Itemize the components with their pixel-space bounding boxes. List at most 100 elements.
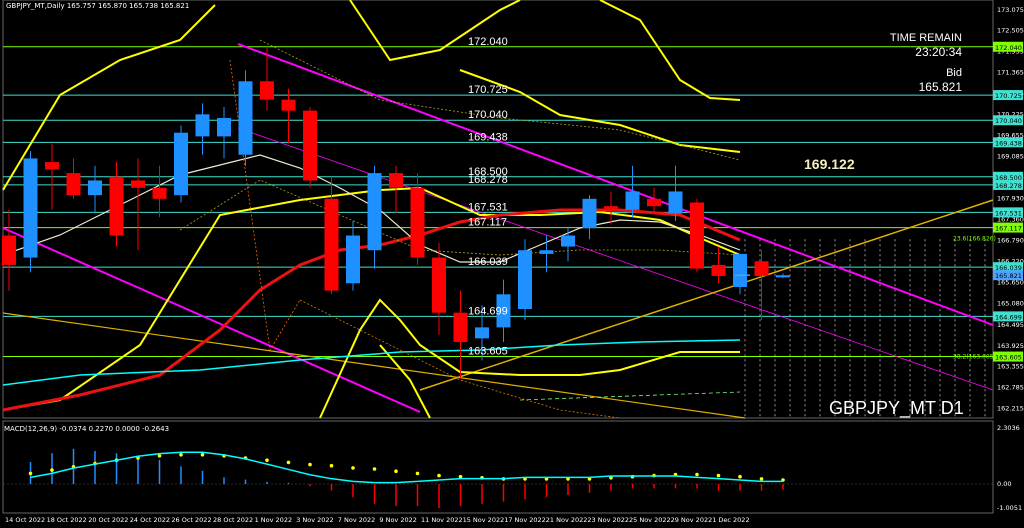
candle-body bbox=[561, 235, 575, 247]
macd-signal-dot bbox=[738, 474, 742, 479]
price-tag-label: 172.040 bbox=[995, 44, 1022, 52]
price-tag-label: 164.699 bbox=[995, 313, 1022, 321]
price-tick-label: 167.360 bbox=[997, 216, 1024, 224]
macd-signal-dot bbox=[609, 476, 613, 480]
price-tick-label: 173.075 bbox=[997, 6, 1024, 14]
time-remain-label: TIME REMAIN bbox=[889, 32, 962, 44]
price-tick-label: 163.925 bbox=[997, 342, 1024, 350]
macd-signal-dot bbox=[372, 467, 377, 471]
moving-average-cyan bbox=[2, 339, 741, 386]
date-axis: 14 Oct 2022 18 Oct 2022 20 Oct 2022 24 Oct … bbox=[5, 516, 750, 524]
price-tag bbox=[993, 171, 1023, 182]
trend-down-line bbox=[2, 312, 746, 419]
macd-signal-dot bbox=[265, 458, 269, 463]
candle-body bbox=[518, 250, 532, 309]
level-text: 164.699 bbox=[468, 305, 508, 317]
candle-body bbox=[625, 191, 640, 210]
candle-body bbox=[260, 81, 274, 100]
candle-body bbox=[324, 198, 339, 291]
macd-signal-dot bbox=[157, 454, 162, 458]
macd-signal-dot bbox=[415, 471, 420, 476]
date-tick-label: 1 Dec 2022 bbox=[712, 516, 749, 524]
candlesticks bbox=[2, 48, 790, 379]
bid-label: Bid bbox=[946, 67, 962, 79]
envelope-dotted bbox=[179, 179, 741, 256]
candle-body bbox=[303, 110, 317, 181]
level-text: 168.278 bbox=[468, 174, 508, 186]
upper-band-line-4 bbox=[459, 69, 741, 153]
date-tick-label: 28 Oct 2022 bbox=[213, 516, 253, 524]
candle-body bbox=[88, 180, 102, 196]
macd-signal-dot bbox=[28, 471, 33, 476]
macd-signal-dot bbox=[759, 477, 764, 481]
lower-band-line-2 bbox=[379, 344, 431, 419]
price-tag bbox=[993, 179, 1023, 190]
price-tag-label: 170.725 bbox=[995, 92, 1022, 100]
candle-body bbox=[432, 257, 446, 313]
level-text: 167.117 bbox=[468, 217, 507, 229]
macd-label: MACD(12,26,9) -0.0374 0.2270 0.0000 -0.2… bbox=[4, 425, 170, 433]
date-tick-label: 23 Nov 2022 bbox=[587, 516, 629, 524]
symbol-info: GBPJPY_MT,Daily 165.757 165.870 165.738 … bbox=[6, 2, 190, 10]
macd-signal-dot bbox=[437, 473, 441, 478]
candle-body bbox=[647, 198, 661, 207]
date-tick-label: 20 Oct 2022 bbox=[88, 516, 128, 524]
date-tick-label: 15 Nov 2022 bbox=[463, 516, 505, 524]
price-tag-label: 169.438 bbox=[995, 139, 1022, 147]
price-tag-label: 167.531 bbox=[995, 209, 1022, 217]
macd-signal-dot bbox=[179, 452, 183, 457]
level-text: 172.040 bbox=[468, 36, 508, 48]
candle-body bbox=[582, 198, 597, 229]
macd-signal-dot bbox=[329, 463, 334, 468]
symbol-timeframe-label: GBPJPY_MT D1 bbox=[829, 398, 964, 418]
level-text: 166.039 bbox=[468, 256, 508, 268]
macd-axis-label: 0.00 bbox=[997, 480, 1011, 488]
price-tick-label: 169.085 bbox=[997, 152, 1024, 160]
candle-body bbox=[453, 312, 468, 343]
date-tick-label: 7 Nov 2022 bbox=[338, 516, 376, 524]
price-tag bbox=[993, 41, 1023, 52]
macd-signal-dot bbox=[716, 473, 721, 478]
candle-body bbox=[152, 187, 167, 199]
candle-body bbox=[690, 202, 704, 269]
macd-signal-dot bbox=[458, 474, 463, 479]
fib-label: 23.6(166.826) bbox=[953, 235, 996, 242]
macd-axis-label: 2.3036 bbox=[997, 424, 1020, 432]
price-tag bbox=[993, 262, 1023, 273]
candle-body bbox=[711, 264, 726, 276]
candle-body bbox=[754, 261, 769, 276]
macd-main-line bbox=[30, 451, 783, 484]
price-tag bbox=[993, 137, 1023, 148]
horizontal-levels bbox=[3, 46, 993, 358]
middle-band-line bbox=[2, 186, 741, 411]
envelope-dotted-2 bbox=[259, 39, 741, 161]
channel-upper-line bbox=[237, 43, 994, 326]
candle-body bbox=[410, 187, 425, 258]
price-tick-label: 163.355 bbox=[997, 363, 1024, 371]
price-tag-label: 163.605 bbox=[995, 354, 1022, 362]
candle-body bbox=[281, 99, 296, 111]
macd-frame bbox=[2, 420, 994, 514]
date-tick-label: 9 Nov 2022 bbox=[379, 516, 417, 524]
price-tick-label: 166.220 bbox=[997, 258, 1024, 266]
price-tag bbox=[993, 115, 1023, 126]
date-tick-label: 18 Oct 2022 bbox=[47, 516, 87, 524]
date-tick-label: 21 Nov 2022 bbox=[546, 516, 588, 524]
price-tick-label: 165.650 bbox=[997, 278, 1024, 286]
price-tag-label: 167.117 bbox=[995, 225, 1022, 233]
candle-body bbox=[109, 176, 124, 236]
channel-mid-line bbox=[237, 127, 994, 391]
level-text: 163.605 bbox=[468, 346, 508, 358]
candle-body bbox=[217, 118, 231, 137]
price-tick-label: 169.655 bbox=[997, 131, 1024, 139]
candle-body bbox=[174, 132, 188, 196]
date-tick-label: 17 Nov 2022 bbox=[504, 516, 546, 524]
price-tick-label: 171.365 bbox=[997, 69, 1024, 77]
price-tick-label: 172.505 bbox=[997, 27, 1024, 35]
price-tick-label: 162.785 bbox=[997, 384, 1024, 392]
lower-band-line bbox=[319, 298, 740, 419]
highlight-price: 169.122 bbox=[804, 156, 855, 172]
price-tag-label: 170.040 bbox=[995, 117, 1022, 125]
price-tick-label: 170.225 bbox=[997, 110, 1024, 118]
